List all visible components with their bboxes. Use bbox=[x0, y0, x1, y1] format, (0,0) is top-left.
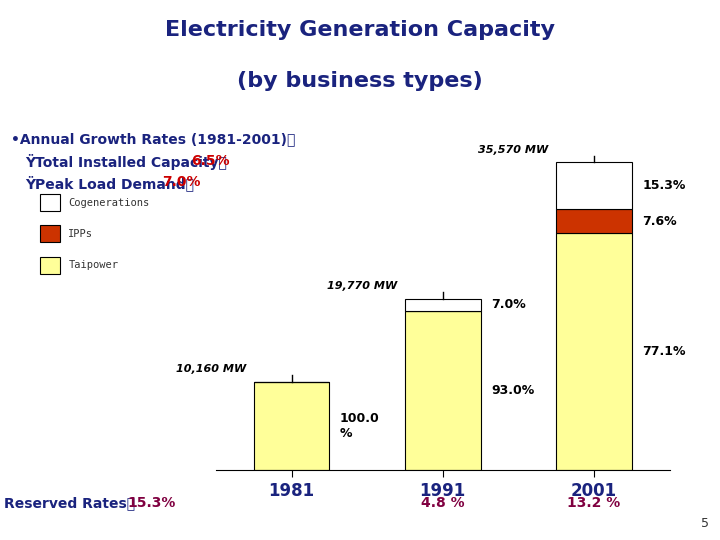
Text: •Annual Growth Rates (1981-2001)：: •Annual Growth Rates (1981-2001)： bbox=[11, 132, 295, 146]
Bar bbox=[253, 382, 329, 470]
Text: 10,160 MW: 10,160 MW bbox=[176, 364, 246, 374]
Bar bbox=[556, 233, 632, 470]
Text: 7.0%: 7.0% bbox=[162, 176, 200, 190]
Text: 4.8 %: 4.8 % bbox=[421, 496, 464, 510]
Text: Taipower: Taipower bbox=[68, 260, 118, 270]
Text: Reserved Rates：: Reserved Rates： bbox=[4, 496, 135, 510]
Text: 77.1%: 77.1% bbox=[642, 345, 686, 358]
Text: Cogenerations: Cogenerations bbox=[68, 198, 150, 207]
Text: 19,770 MW: 19,770 MW bbox=[327, 281, 397, 291]
Text: 15.3%: 15.3% bbox=[127, 496, 176, 510]
Text: 13.2 %: 13.2 % bbox=[567, 496, 621, 510]
Text: 15.3%: 15.3% bbox=[642, 179, 685, 192]
Bar bbox=[556, 210, 632, 233]
Text: 5: 5 bbox=[701, 517, 709, 530]
Text: 100.0
%: 100.0 % bbox=[340, 412, 379, 440]
Text: ŸPeak Load Demand：: ŸPeak Load Demand： bbox=[25, 176, 194, 191]
Bar bbox=[556, 163, 632, 210]
Text: IPPs: IPPs bbox=[68, 229, 94, 239]
Text: Electricity Generation Capacity: Electricity Generation Capacity bbox=[165, 20, 555, 40]
Bar bbox=[405, 311, 480, 470]
Text: 7.6%: 7.6% bbox=[642, 215, 677, 228]
Text: 93.0%: 93.0% bbox=[491, 384, 534, 397]
Text: (by business types): (by business types) bbox=[237, 71, 483, 91]
Text: 7.0%: 7.0% bbox=[491, 299, 526, 312]
Text: 6.5%: 6.5% bbox=[191, 154, 230, 168]
Text: 35,570 MW: 35,570 MW bbox=[478, 145, 549, 154]
Bar bbox=[405, 299, 480, 311]
Text: ŸTotal Installed Capacity：: ŸTotal Installed Capacity： bbox=[25, 154, 227, 170]
